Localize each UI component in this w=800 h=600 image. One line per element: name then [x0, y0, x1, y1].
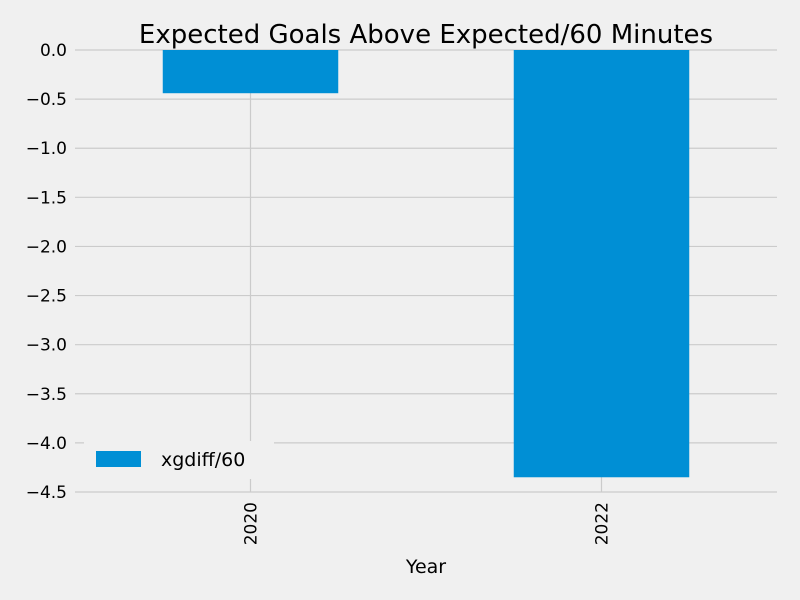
y-tick-label: −4.5	[26, 483, 67, 503]
y-tick-label: −2.5	[26, 287, 67, 307]
x-tick-label: 2022	[593, 502, 613, 545]
y-tick-label: −3.0	[26, 336, 67, 356]
legend-label: xgdiff/60	[161, 449, 245, 471]
y-tick-label: −4.0	[26, 434, 67, 454]
y-tick-label: −3.5	[26, 385, 67, 405]
x-tick-label: 2020	[242, 502, 262, 545]
bars	[162, 50, 690, 478]
x-axis-label: Year	[405, 556, 446, 578]
chart-title: Expected Goals Above Expected/60 Minutes	[139, 20, 713, 50]
y-tick-label: −2.0	[26, 237, 67, 257]
y-tick-label: −0.5	[26, 90, 67, 110]
y-axis-ticks: 0.0 −0.5 −1.0 −1.5 −2.0 −2.5 −3.0 −3.5 −4.0 −4.5	[26, 41, 67, 503]
bar-2020	[162, 50, 339, 94]
y-tick-label: −1.0	[26, 139, 67, 159]
legend: xgdiff/60	[84, 441, 274, 479]
y-tick-label: −1.5	[26, 188, 67, 208]
bar-2022	[513, 50, 690, 478]
x-axis-ticks: 2020 2022	[242, 502, 613, 545]
y-tick-label: 0.0	[40, 41, 67, 61]
legend-swatch	[96, 451, 141, 467]
